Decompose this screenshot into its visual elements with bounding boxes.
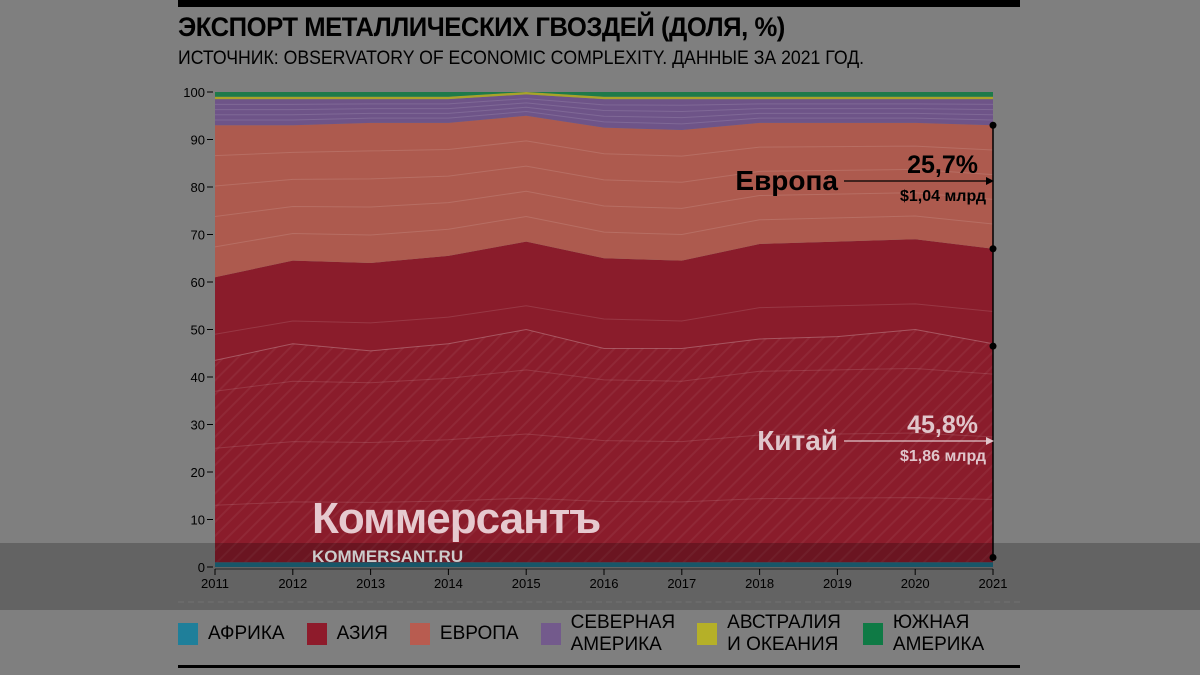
legend-label: АВСТРАЛИЯ И ОКЕАНИЯ bbox=[727, 612, 841, 656]
y-tick-label: 0 bbox=[198, 560, 205, 575]
legend-label-line: АМЕРИКА bbox=[892, 634, 985, 655]
china-hatch bbox=[215, 329, 993, 563]
legend-divider bbox=[178, 601, 1020, 603]
sub-country-line bbox=[214, 165, 994, 187]
legend-item: АФРИКА bbox=[178, 612, 285, 656]
legend-label: АФРИКА bbox=[208, 623, 285, 645]
bracket-dot bbox=[989, 121, 997, 129]
arrow-head-icon bbox=[986, 177, 994, 185]
legend: АФРИКА АЗИЯ ЕВРОПА СЕВЕРНАЯ АМЕРИКА АВСТРАЛИЯ… bbox=[178, 612, 1038, 656]
x-tick-label: 2015 bbox=[512, 576, 541, 591]
y-tick-label: 60 bbox=[191, 275, 205, 290]
legend-label-line: СЕВЕРНАЯ bbox=[570, 612, 676, 633]
x-tick-label: 2016 bbox=[590, 576, 619, 591]
legend-item: ЕВРОПА bbox=[409, 612, 519, 656]
y-tick-label: 50 bbox=[191, 323, 205, 338]
sub-country-line bbox=[215, 102, 994, 112]
legend-label: ЕВРОПА bbox=[440, 623, 519, 645]
legend-swatch bbox=[409, 623, 430, 645]
y-tick-label: 70 bbox=[191, 228, 205, 243]
legend-swatch bbox=[178, 623, 198, 645]
legend-label-line: АМЕРИКА bbox=[570, 634, 662, 655]
annotation-label: Европа bbox=[735, 165, 838, 196]
x-tick-label: 2018 bbox=[745, 576, 774, 591]
annotation-pct: 45,8% bbox=[907, 411, 978, 439]
sub-country-line bbox=[214, 215, 994, 248]
bracket-dot bbox=[989, 554, 997, 561]
legend-item: АЗИЯ bbox=[306, 612, 388, 656]
sub-country-line bbox=[215, 106, 994, 119]
top-rule bbox=[178, 0, 1020, 7]
x-tick-label: 2017 bbox=[667, 576, 696, 591]
legend-item: АВСТРАЛИЯ И ОКЕАНИЯ bbox=[697, 612, 841, 656]
legend-item: СЕВЕРНАЯ АМЕРИКА bbox=[540, 612, 676, 656]
sub-country-line bbox=[215, 98, 994, 106]
y-tick-label: 40 bbox=[191, 370, 205, 385]
legend-label: АЗИЯ bbox=[337, 623, 388, 645]
legend-label-line: АЗИЯ bbox=[336, 623, 388, 644]
annotation-value: $1,86 млрд bbox=[900, 448, 986, 465]
area-0 bbox=[215, 562, 993, 567]
legend-item: ЮЖНАЯ АМЕРИКА bbox=[862, 612, 984, 656]
x-tick-label: 2019 bbox=[823, 576, 852, 591]
x-tick-label: 2020 bbox=[901, 576, 930, 591]
sub-country-line bbox=[214, 303, 994, 335]
sub-country-line bbox=[214, 190, 994, 217]
annotation-value: $1,04 млрд bbox=[900, 188, 986, 205]
y-tick-label: 20 bbox=[191, 465, 205, 480]
kommersant-url: KOMMERSANT.RU bbox=[312, 547, 464, 566]
legend-swatch bbox=[306, 623, 327, 645]
y-tick-label: 100 bbox=[183, 85, 205, 100]
sub-country-line bbox=[215, 110, 994, 125]
x-tick-label: 2014 bbox=[434, 576, 463, 591]
y-tick-label: 90 bbox=[191, 133, 205, 148]
legend-label: СЕВЕРНАЯ АМЕРИКА bbox=[571, 612, 676, 656]
bracket-dot bbox=[989, 342, 997, 350]
legend-label-line: ЮЖНАЯ bbox=[892, 612, 970, 633]
sub-country-line bbox=[214, 140, 994, 157]
legend-swatch bbox=[540, 623, 561, 645]
x-tick-label: 2011 bbox=[201, 576, 229, 591]
legend-label-line: АВСТРАЛИЯ bbox=[727, 612, 841, 633]
x-tick-label: 2012 bbox=[278, 576, 307, 591]
x-tick-label: 2013 bbox=[356, 576, 385, 591]
annotation-pct: 25,7% bbox=[907, 151, 978, 179]
legend-label: ЮЖНАЯ АМЕРИКА bbox=[893, 612, 984, 656]
legend-swatch bbox=[862, 623, 883, 645]
y-tick-label: 10 bbox=[191, 513, 205, 528]
area-3 bbox=[215, 94, 993, 130]
annotation-label: Китай bbox=[757, 425, 838, 456]
legend-swatch bbox=[697, 623, 718, 645]
legend-label-line: ЕВРОПА bbox=[439, 623, 519, 644]
area-4 bbox=[215, 92, 993, 100]
legend-label-line: И ОКЕАНИЯ bbox=[727, 634, 839, 655]
chart-subtitle: ИСТОЧНИК: OBSERVATORY OF ECONOMIC COMPLE… bbox=[178, 48, 865, 69]
watermark-band bbox=[0, 543, 1200, 610]
y-tick-label: 80 bbox=[191, 180, 205, 195]
area-2 bbox=[215, 115, 993, 278]
kommersant-logo: Коммерсантъ bbox=[312, 494, 601, 543]
x-tick-label: 2021 bbox=[979, 576, 1008, 591]
legend-label-line: АФРИКА bbox=[208, 623, 285, 644]
bottom-rule bbox=[178, 665, 1020, 668]
arrow-head-icon bbox=[986, 437, 994, 445]
chart-title: ЭКСПОРТ МЕТАЛЛИЧЕСКИХ ГВОЗДЕЙ (ДОЛЯ, %) bbox=[178, 12, 785, 42]
bracket-dot bbox=[989, 245, 997, 253]
area-5 bbox=[215, 92, 993, 97]
y-tick-label: 30 bbox=[191, 418, 205, 433]
